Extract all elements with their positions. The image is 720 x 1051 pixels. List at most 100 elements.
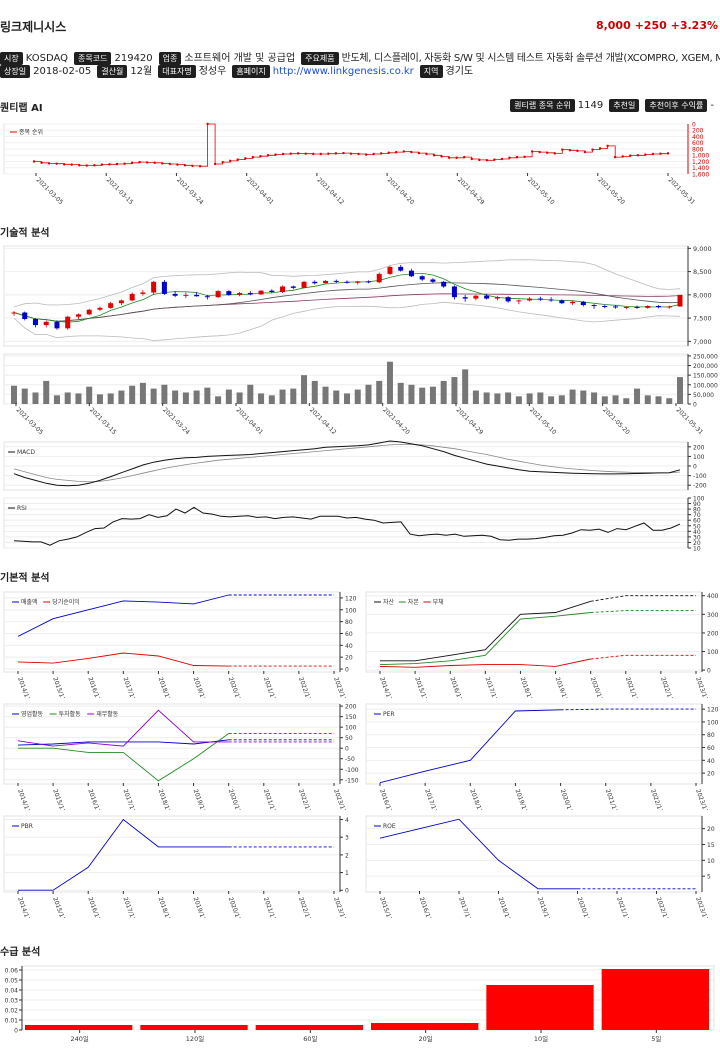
candle-body <box>355 281 361 283</box>
y-tick-label: 0 <box>693 464 697 471</box>
y-tick-label: 100 <box>345 725 357 732</box>
y-tick-label: 120 <box>345 595 357 602</box>
volume-bar <box>677 377 683 404</box>
rank-point <box>55 162 58 165</box>
volume-bar <box>258 393 265 404</box>
y-tick-label: 80 <box>345 619 353 626</box>
y-tick-label: 60 <box>707 745 715 752</box>
candle-body <box>591 305 597 307</box>
rank-point <box>651 152 655 156</box>
volume-bar <box>386 361 393 404</box>
candle-body <box>290 286 296 288</box>
candle-body <box>613 306 619 308</box>
x-tick-label: 2014/12 <box>378 676 393 698</box>
legend-label: 자본 <box>408 598 420 606</box>
rank-point <box>598 147 602 150</box>
rank-point <box>463 155 466 159</box>
x-tick-label: 2020/12 <box>576 896 591 918</box>
volume-bar <box>354 389 361 404</box>
homepage-link[interactable]: http://www.linkgenesis.co.kr <box>272 66 414 77</box>
x-tick-label: 2021-04-12 <box>308 406 338 436</box>
fiscal-tag: 결산월 <box>97 65 128 78</box>
rank-point <box>296 152 300 155</box>
y-tick-label: 10 <box>693 546 701 553</box>
volume-bar <box>623 398 630 404</box>
y-tick-label: 0 <box>345 667 349 674</box>
y-tick-label: 600 <box>692 140 704 147</box>
rank-point <box>417 151 421 155</box>
volume-bar <box>86 386 93 404</box>
candle-body <box>183 294 189 296</box>
rank-point <box>485 159 489 162</box>
rank-point <box>402 150 406 153</box>
rank-point <box>191 164 194 168</box>
y-tick-label: 100 <box>707 719 719 726</box>
y-tick-label: 40 <box>693 529 701 536</box>
x-tick-label: 2017/12 <box>457 896 472 918</box>
rank-point <box>78 164 81 167</box>
revenue-chart: 0 20 40 60 80 100 120 2014/12 2015/12 2016/12 2017… <box>3 591 357 698</box>
candle-body <box>419 276 425 280</box>
series-line-1 <box>18 733 229 782</box>
y-tick-label: 0 <box>345 888 349 895</box>
x-tick-label: 2020/12 <box>589 676 604 698</box>
ma20-line <box>13 282 681 322</box>
y-tick-label: 60 <box>693 518 701 525</box>
y-tick-label: -100 <box>345 767 359 774</box>
x-tick-label: 2018/12 <box>157 788 172 810</box>
rank-point <box>530 150 534 153</box>
x-tick-label: 2021-04-29 <box>455 406 485 436</box>
volume-bar <box>311 380 318 404</box>
y-tick-label: 1,600 <box>692 171 709 178</box>
rank-point <box>304 152 307 155</box>
rank-point <box>47 162 51 165</box>
legend-label: ROE <box>383 823 396 830</box>
industry-value: 소프트웨어 개발 및 공급업 <box>184 53 296 64</box>
rank-point <box>432 154 436 157</box>
candle-body <box>280 286 286 293</box>
x-tick-label: 2021-03-24 <box>161 406 191 436</box>
candle-body <box>301 281 307 288</box>
macd-chart: 200 100 0 -100 -200 MACD <box>3 440 707 491</box>
rank-point <box>168 162 172 166</box>
candle-body <box>118 300 124 304</box>
x-tick-label: 2022/12 <box>297 788 312 810</box>
rank-point <box>357 152 360 156</box>
rank-point <box>85 164 89 167</box>
rank-point <box>327 152 330 155</box>
x-tick-label: 2014/12 <box>16 788 31 810</box>
candle-body <box>451 286 457 298</box>
rank-point <box>636 154 640 157</box>
y-tick-label: 200 <box>707 630 719 637</box>
candle-body <box>580 301 586 306</box>
y-tick-label: 400 <box>692 134 704 141</box>
rank-point <box>613 155 617 159</box>
candle-body <box>677 294 683 307</box>
volume-bar <box>161 384 168 404</box>
candle-body <box>161 281 167 294</box>
rank-point <box>100 163 104 166</box>
rank-point <box>244 157 247 160</box>
volume-bar <box>215 396 222 404</box>
x-tick-label: 2021-04-01 <box>235 406 265 436</box>
x-tick-label: 2015/12 <box>51 896 66 918</box>
x-tick-label: 2021-03-05 <box>15 406 45 436</box>
series-line-2 <box>379 658 591 668</box>
macd-signal-line <box>13 444 681 483</box>
rank-point <box>32 160 36 163</box>
y-tick-label: 200 <box>693 444 705 451</box>
fiscal-value: 12월 <box>130 66 153 77</box>
info-row-1: 시장 KOSDAQ 종목코드 219420 업종 소프트웨어 개발 및 공급업 주요제… <box>0 52 720 65</box>
volume-bar <box>408 384 415 404</box>
per-chart: 20 40 60 80 100 120 2016/12 2017/12 2018/12 2019/… <box>365 703 719 810</box>
candle-body <box>387 266 393 274</box>
series-forecast-2 <box>590 654 696 660</box>
volume-bar <box>429 386 436 404</box>
y-tick-label: 80 <box>707 732 715 739</box>
y-tick-label: 7,000 <box>693 338 712 346</box>
series-line-1 <box>17 652 229 667</box>
volume-bar <box>451 377 458 404</box>
volume-bar <box>268 395 275 404</box>
rank-point <box>161 162 164 165</box>
region-tag: 지역 <box>419 65 443 78</box>
